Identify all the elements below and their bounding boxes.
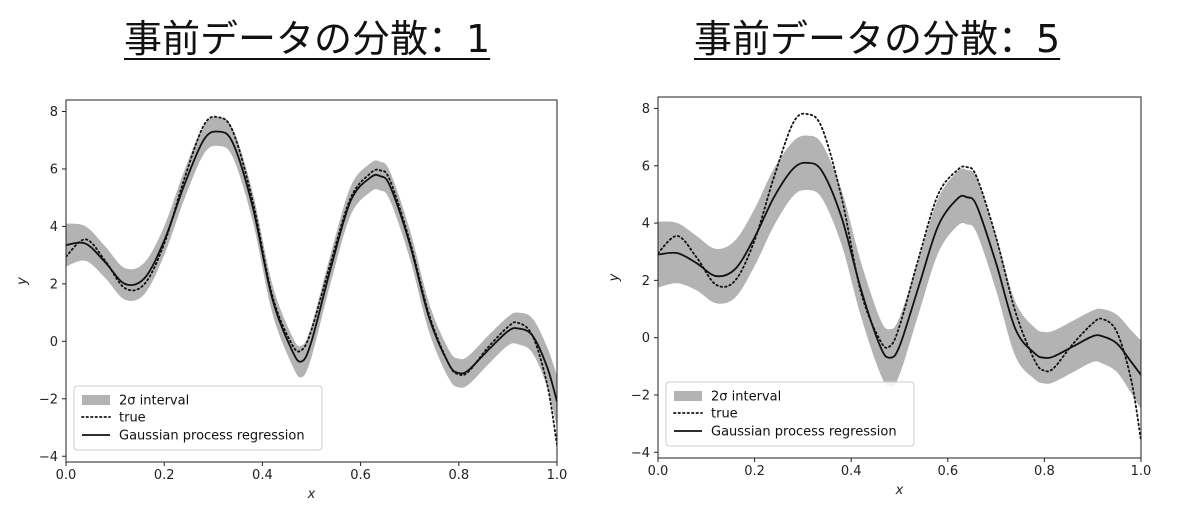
chart1-legend-label: true <box>711 407 738 422</box>
chart1-xtick-label: 1.0 <box>1131 464 1152 479</box>
chart0-xtick-label: 0.6 <box>350 468 371 483</box>
chart1-ytick-label: 2 <box>642 274 650 289</box>
chart0-xtick-label: 0.4 <box>252 468 273 483</box>
chart1-xtick-label: 0.0 <box>648 464 669 479</box>
chart0-line-true <box>66 115 557 446</box>
chart0-plot-area <box>66 115 557 446</box>
chart0-ylabel: y <box>15 277 30 286</box>
right-chart: 0.0 0.2 0.4 0.6 0.8 1.0 −4 −2 0 2 4 6 8 x y 2σ interval… <box>607 96 1152 498</box>
chart0-ytick-label: 0 <box>50 335 58 350</box>
chart0-frame <box>65 99 558 463</box>
chart1-ytick-label: −4 <box>631 446 650 461</box>
chart1-xtick-label: 0.6 <box>937 464 958 479</box>
chart1-frame <box>657 96 1142 459</box>
chart1-legend-box <box>665 381 915 447</box>
chart1-xlabel: x <box>895 483 904 498</box>
chart0-ytick-label: −4 <box>39 450 58 465</box>
left-chart-title: 事前データの分散：1 <box>124 17 491 61</box>
chart0-xtick-label: 0.8 <box>448 468 469 483</box>
chart0-legend-label: Gaussian process regression <box>119 429 305 444</box>
chart1-ylabel: y <box>607 273 622 282</box>
chart1-ytick-label: 0 <box>642 331 650 346</box>
chart1-xtick-label: 0.4 <box>841 464 862 479</box>
chart0-xtick-label: 0.2 <box>154 468 175 483</box>
chart1-band-2sigma <box>658 135 1141 410</box>
chart0-xtick-label: 1.0 <box>547 468 568 483</box>
chart0-xtick-label: 0.0 <box>56 468 77 483</box>
left-chart: 0.0 0.2 0.4 0.6 0.8 1.0 −4 −2 0 2 4 6 8 x y 2σ interval… <box>15 99 568 502</box>
chart0-ytick-label: 8 <box>50 105 58 120</box>
chart1-plot-area <box>658 112 1141 442</box>
chart1-ytick-label: 6 <box>642 159 650 174</box>
chart1-legend-label: Gaussian process regression <box>711 425 897 440</box>
chart0-legend: 2σ interval true Gaussian process regressi… <box>73 385 323 451</box>
chart0-line-gp <box>66 130 557 402</box>
chart1-legend-swatch-band <box>674 391 702 401</box>
chart1-ytick-label: 8 <box>642 102 650 117</box>
chart1-line-true <box>658 112 1141 442</box>
right-chart-title: 事前データの分散：5 <box>694 17 1061 61</box>
chart0-ytick-label: 6 <box>50 162 58 177</box>
chart0-legend-swatch-band <box>82 395 110 405</box>
chart0-band-2sigma <box>66 117 557 428</box>
chart0-xlabel: x <box>307 487 316 502</box>
chart0-legend-label: true <box>119 411 146 426</box>
chart0-legend-label: 2σ interval <box>119 394 189 409</box>
chart1-legend: 2σ interval true Gaussian process regressi… <box>665 381 915 447</box>
chart0-ytick-label: 4 <box>50 220 58 235</box>
chart1-line-gp <box>658 161 1141 376</box>
chart1-xtick-label: 0.2 <box>744 464 765 479</box>
chart1-ytick-label: 4 <box>642 217 650 232</box>
chart1-ytick-label: −2 <box>631 388 650 403</box>
chart0-ytick-label: 2 <box>50 277 58 292</box>
chart1-xtick-label: 0.8 <box>1034 464 1055 479</box>
chart0-ytick-label: −2 <box>39 392 58 407</box>
chart1-legend-label: 2σ interval <box>711 390 781 405</box>
chart0-legend-box <box>73 385 323 451</box>
